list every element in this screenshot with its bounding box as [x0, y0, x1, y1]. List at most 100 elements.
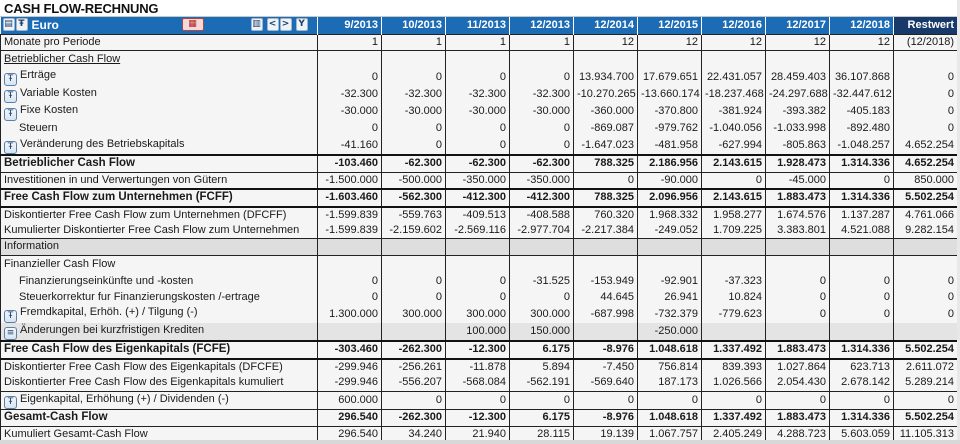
- value-cell[interactable]: -1.048.257: [829, 136, 894, 156]
- restwert-cell[interactable]: 0: [893, 305, 958, 323]
- value-cell[interactable]: 0: [829, 390, 894, 410]
- value-cell[interactable]: 0: [765, 305, 830, 323]
- value-cell: 1.337.492: [701, 340, 766, 359]
- value-cell: [829, 238, 894, 256]
- value-cell[interactable]: 17.679.651: [637, 68, 702, 86]
- header-label-cell: ▤ Ŧ Euro ▦ ▥ < > Y: [0, 17, 318, 34]
- value-cell[interactable]: 0: [509, 68, 574, 86]
- value-cell[interactable]: -30.000: [509, 103, 574, 121]
- value-cell[interactable]: 0: [381, 390, 446, 410]
- value-cell[interactable]: [317, 322, 382, 342]
- value-cell[interactable]: 0: [317, 68, 382, 86]
- expand-tree-icon[interactable]: Ŧ: [4, 309, 17, 323]
- period-header: 12/2017: [765, 17, 830, 34]
- value-cell[interactable]: -360.000: [573, 103, 638, 121]
- value-cell[interactable]: 0: [509, 390, 574, 410]
- row-label-text: Investitionen in und Verwertungen von Gü…: [4, 173, 228, 186]
- value-cell[interactable]: -370.800: [637, 103, 702, 121]
- value-cell[interactable]: -1.647.023: [573, 136, 638, 156]
- value-cell: 0: [317, 289, 382, 306]
- value-cell[interactable]: -732.379: [637, 305, 702, 323]
- value-cell[interactable]: 0: [829, 305, 894, 323]
- excel-export-icon[interactable]: ▦: [181, 18, 204, 31]
- restwert-cell[interactable]: 0: [893, 390, 958, 410]
- next-icon[interactable]: >: [279, 18, 292, 31]
- expand-tree-icon[interactable]: Ŧ: [4, 90, 17, 104]
- value-cell: 0: [381, 120, 446, 137]
- value-cell[interactable]: 300.000: [445, 305, 510, 323]
- value-cell[interactable]: -250.000: [637, 322, 702, 342]
- value-cell[interactable]: -32.447.612: [829, 85, 894, 104]
- value-cell[interactable]: -32.300: [509, 85, 574, 104]
- prev-icon[interactable]: <: [266, 18, 279, 31]
- value-cell[interactable]: 0: [445, 68, 510, 86]
- value-cell[interactable]: -481.958: [637, 136, 702, 156]
- row-label-text: Finanzierungseinkünfte und -kosten: [19, 274, 194, 287]
- value-cell[interactable]: 0: [445, 136, 510, 156]
- value-cell[interactable]: 0: [381, 136, 446, 156]
- restwert-cell[interactable]: 0: [893, 85, 958, 104]
- value-cell[interactable]: -381.924: [701, 103, 766, 121]
- value-cell[interactable]: 0: [701, 390, 766, 410]
- restwert-cell[interactable]: [893, 322, 958, 342]
- value-cell[interactable]: -24.297.688: [765, 85, 830, 104]
- value-cell[interactable]: 0: [765, 390, 830, 410]
- table-icon[interactable]: ▥: [250, 18, 263, 31]
- value-cell[interactable]: 28.459.403: [765, 68, 830, 86]
- value-cell[interactable]: 150.000: [509, 322, 574, 342]
- value-cell[interactable]: -13.660.174: [637, 85, 702, 104]
- value-cell[interactable]: [829, 322, 894, 342]
- value-cell[interactable]: 300.000: [509, 305, 574, 323]
- value-cell[interactable]: 0: [445, 390, 510, 410]
- value-cell[interactable]: 0: [637, 390, 702, 410]
- value-cell[interactable]: -41.160: [317, 136, 382, 156]
- value-cell[interactable]: 300.000: [381, 305, 446, 323]
- value-cell[interactable]: [765, 322, 830, 342]
- value-cell[interactable]: -32.300: [381, 85, 446, 104]
- value-cell[interactable]: 1.300.000: [317, 305, 382, 323]
- expand-tree-icon[interactable]: Ŧ: [4, 395, 17, 409]
- value-cell[interactable]: -405.183: [829, 103, 894, 121]
- value-cell[interactable]: -30.000: [445, 103, 510, 121]
- value-cell[interactable]: 13.934.700: [573, 68, 638, 86]
- filter-icon[interactable]: Y: [295, 18, 308, 31]
- value-cell[interactable]: -687.998: [573, 305, 638, 323]
- value-cell[interactable]: -32.300: [445, 85, 510, 104]
- expand-tree-icon[interactable]: Ŧ: [4, 107, 17, 121]
- value-cell[interactable]: -18.237.468: [701, 85, 766, 104]
- value-cell[interactable]: 0: [381, 68, 446, 86]
- list-icon[interactable]: ≡: [4, 327, 17, 341]
- value-cell[interactable]: 0: [573, 390, 638, 410]
- structure-icon[interactable]: ▤: [2, 17, 15, 31]
- row-label: Gesamt-Cash Flow: [0, 408, 318, 426]
- value-cell[interactable]: -30.000: [317, 103, 382, 121]
- value-cell[interactable]: -10.270.265: [573, 85, 638, 104]
- value-cell: 2.143.615: [701, 154, 766, 173]
- value-cell[interactable]: -30.000: [381, 103, 446, 121]
- value-cell[interactable]: 36.107.868: [829, 68, 894, 86]
- expand-tree-icon[interactable]: Ŧ: [4, 141, 17, 155]
- value-cell[interactable]: 0: [509, 136, 574, 156]
- expand-tree-icon[interactable]: Ŧ: [4, 72, 17, 86]
- row-label-text: Eigenkapital, Erhöhung (+) / Dividenden …: [20, 392, 229, 405]
- restwert-cell[interactable]: 0: [893, 103, 958, 121]
- value-cell: -892.480: [829, 120, 894, 137]
- period-header: 11/2013: [445, 17, 510, 34]
- value-cell[interactable]: -805.863: [765, 136, 830, 156]
- bottom-strip: [0, 440, 960, 444]
- value-cell[interactable]: 600.000: [317, 390, 382, 410]
- restwert-cell[interactable]: 0: [893, 68, 958, 86]
- value-cell[interactable]: -32.300: [317, 85, 382, 104]
- value-cell[interactable]: -779.623: [701, 305, 766, 323]
- scroll-edge: [957, 0, 960, 444]
- value-cell: 1.883.473: [765, 408, 830, 426]
- restwert-cell[interactable]: 4.652.254: [893, 136, 958, 156]
- value-cell[interactable]: -393.382: [765, 103, 830, 121]
- tree-icon[interactable]: Ŧ: [15, 17, 28, 31]
- value-cell[interactable]: [701, 322, 766, 342]
- value-cell[interactable]: 22.431.057: [701, 68, 766, 86]
- value-cell[interactable]: [573, 322, 638, 342]
- value-cell[interactable]: -627.994: [701, 136, 766, 156]
- value-cell[interactable]: [381, 322, 446, 342]
- value-cell[interactable]: 100.000: [445, 322, 510, 342]
